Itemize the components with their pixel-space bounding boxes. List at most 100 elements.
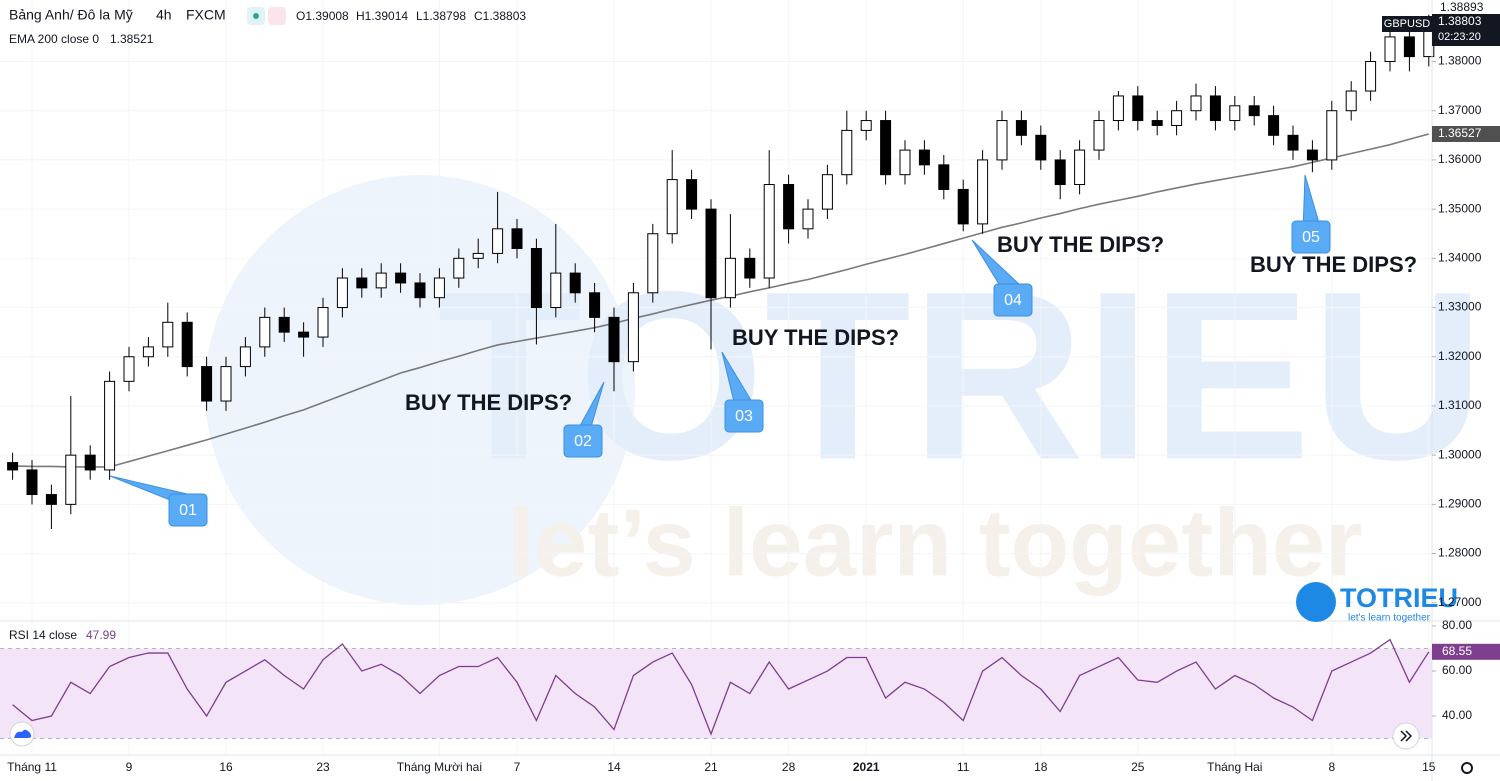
x-tick-label: Tháng Mười hai (397, 760, 482, 774)
candle-body (298, 331, 310, 338)
x-tick-label: 28 (782, 760, 796, 774)
x-tick-label: 9 (126, 760, 133, 774)
y-tick-label: 1.36000 (1438, 152, 1482, 166)
x-tick-label: 15 (1422, 760, 1436, 774)
annotation: BUY THE DIPS? (1250, 252, 1417, 277)
y-tick-label: 1.37000 (1438, 103, 1482, 117)
callout-box (993, 283, 1033, 317)
candle-body (608, 316, 620, 363)
candle-body (569, 272, 581, 294)
x-tick-label: 14 (607, 760, 621, 774)
plot: 01 02 03 04 05 BUY THE DIPS? BUY THE DIPS? BUY … (7, 14, 1435, 736)
low-value: L1.38798 (416, 9, 466, 23)
annotation: BUY THE DIPS? (405, 390, 572, 415)
logo: TOTRIEU let's learn together (1296, 582, 1458, 624)
callout-box (724, 399, 764, 433)
rsi-badge (1432, 643, 1500, 660)
candle-body (511, 228, 523, 249)
candle-body (375, 272, 387, 289)
x-tick-label: 21 (704, 760, 718, 774)
candle-body (860, 120, 872, 131)
candle-body (1151, 120, 1163, 126)
candle-body (142, 346, 154, 358)
annotation: BUY THE DIPS? (732, 325, 899, 350)
x-tick-label: 18 (1034, 760, 1048, 774)
candle-body (1093, 120, 1105, 151)
header: Bảng Anh/ Đô la Mỹ 4h FXCM O1.39008 H1.3… (9, 7, 526, 642)
countdown: 02:23:20 (1438, 31, 1481, 43)
candle-body (530, 247, 542, 309)
candle-body (1403, 36, 1415, 58)
candle-body (472, 252, 484, 259)
callout-label: 03 (735, 408, 753, 425)
x-tick-label: 2021 (853, 760, 880, 774)
y-tick-label: 1.32000 (1438, 349, 1482, 363)
candle-body (783, 184, 795, 230)
candle-body (1345, 90, 1357, 112)
callout-box (168, 493, 208, 527)
ema-badge (1432, 125, 1500, 142)
candle-body (492, 228, 504, 254)
candle-body (259, 316, 271, 348)
status-dot (253, 13, 259, 19)
rsi-y-tick-label: 80.00 (1442, 618, 1472, 632)
candle-body (26, 469, 38, 496)
ema-value: 1.38521 (110, 32, 154, 46)
candle-body (1035, 134, 1047, 161)
y-tick-label: 1.30000 (1438, 447, 1482, 461)
logo-slogan: let's learn together (1348, 613, 1431, 624)
y-tick-label: 1.31000 (1438, 398, 1482, 412)
candle-body (899, 149, 911, 176)
candle-body (201, 366, 213, 402)
rsi-name: RSI 14 close (9, 628, 77, 642)
candle-body (627, 292, 639, 363)
candle-body (1054, 159, 1066, 186)
x-tick-label: Tháng Hai (1207, 760, 1262, 774)
candle-body (763, 184, 775, 279)
candle-body (821, 174, 833, 210)
candle-body (1074, 149, 1086, 186)
candle-body (802, 208, 814, 230)
watermark-shape (205, 175, 635, 605)
x-tick-label: Tháng 11 (7, 760, 57, 774)
candle-body (996, 120, 1008, 161)
candle-body (918, 149, 930, 166)
callout-box (1291, 220, 1331, 254)
watermark-title: TOTRIEU (436, 241, 1485, 509)
candle-body (7, 462, 19, 471)
candle-body (550, 272, 562, 309)
candle-body (239, 346, 251, 368)
candle-body (45, 494, 57, 505)
candle-body (1229, 105, 1241, 122)
candle-body (65, 454, 77, 505)
watermark: TOTRIEU let’s learn together (205, 175, 1484, 605)
candle-body (957, 188, 969, 225)
candle-body (433, 277, 445, 299)
candle-body (647, 233, 659, 294)
y-tick-label: 1.28000 (1438, 546, 1482, 560)
ema-badge-label: 1.36527 (1438, 126, 1482, 140)
interval: 4h (156, 7, 172, 23)
candle-body (395, 272, 407, 284)
candle-body (1132, 95, 1144, 122)
candle-body (1209, 95, 1221, 122)
candle-body (1112, 95, 1124, 122)
x-tick-label: 7 (514, 760, 521, 774)
close-badge (1432, 13, 1500, 46)
candle-body (686, 179, 698, 210)
candle-body (1326, 110, 1338, 161)
candle-body (1171, 110, 1183, 126)
callout-label: 02 (574, 433, 592, 450)
candle-body (1365, 61, 1377, 92)
callout-label: 04 (1004, 292, 1022, 309)
rsi-band (0, 648, 1432, 739)
watermark-slogan: let’s learn together (507, 489, 1362, 596)
y-tick-label: 1.27000 (1438, 595, 1482, 609)
candle-body (414, 282, 426, 299)
source: FXCM (186, 7, 226, 23)
candle-body (453, 257, 465, 279)
settings-button[interactable] (1461, 762, 1473, 774)
candle-body (278, 316, 290, 333)
candle-body (977, 159, 989, 225)
